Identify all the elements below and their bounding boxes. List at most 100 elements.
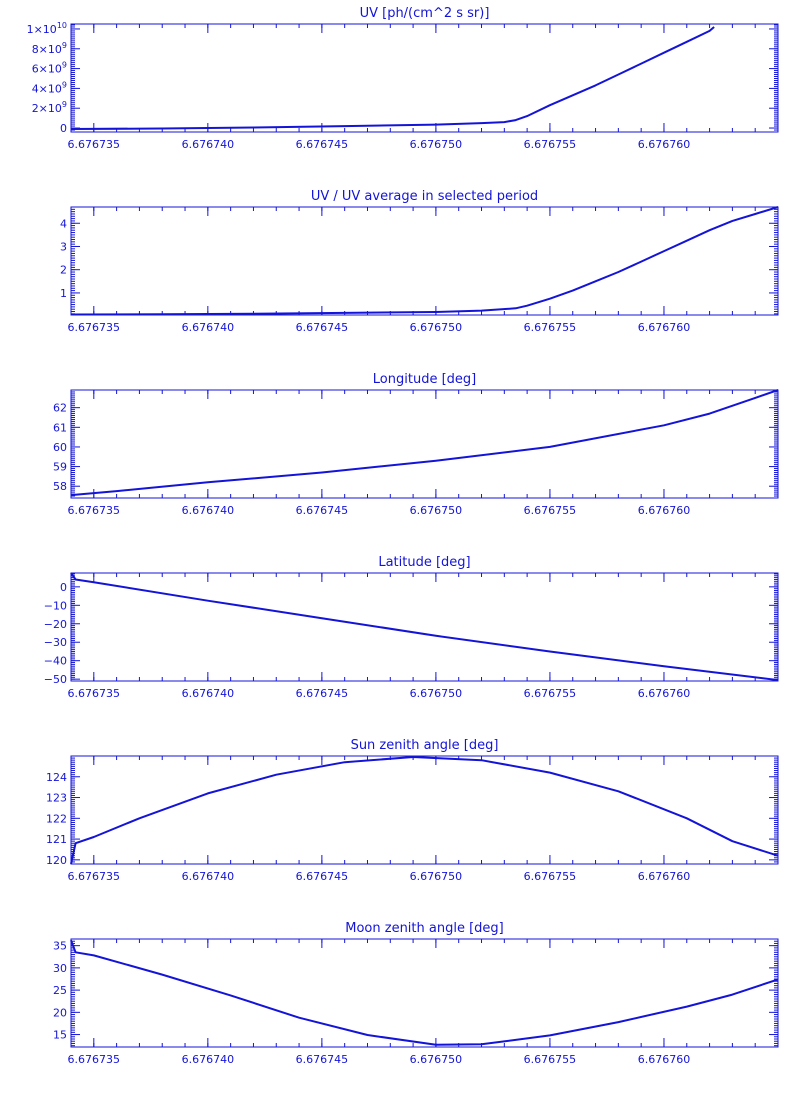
y-tick-label: 20 xyxy=(53,1006,67,1019)
x-tick-label: 6.676735 xyxy=(68,321,121,334)
y-tick-label-exponent: 9 xyxy=(62,61,67,70)
y-tick-label: 58 xyxy=(53,480,67,493)
y-tick-label-base: −10 xyxy=(44,599,67,612)
y-tick-label: −50 xyxy=(44,673,67,686)
x-tick-label: 6.676755 xyxy=(524,870,577,883)
y-tick-label: −40 xyxy=(44,655,67,668)
x-tick-label: 6.676760 xyxy=(638,321,691,334)
y-tick-label: 120 xyxy=(46,854,67,867)
y-tick-label: 61 xyxy=(53,421,67,434)
x-tick-label: 6.676750 xyxy=(410,138,463,151)
x-tick-label: 6.676745 xyxy=(296,870,349,883)
y-tick-label-base: 20 xyxy=(53,1006,67,1019)
panel-6: Moon zenith angle [deg] 6.676735 6.676740 6… xyxy=(53,921,779,1066)
x-tick-label: 6.676755 xyxy=(524,138,577,151)
y-tick-label-exponent: 9 xyxy=(62,41,67,50)
y-tick-label: 25 xyxy=(53,984,67,997)
panel-2: UV / UV average in selected period 6.6767… xyxy=(60,189,779,334)
plot-frame xyxy=(70,389,779,499)
y-tick-label: −30 xyxy=(44,636,67,649)
plot-frame xyxy=(70,23,779,133)
plot-frame xyxy=(70,206,779,316)
y-tick-label-exponent: 9 xyxy=(62,80,67,89)
plot-frame xyxy=(70,938,779,1048)
x-tick-label: 6.676760 xyxy=(638,138,691,151)
y-tick-label: 121 xyxy=(46,833,67,846)
y-tick-label: 0 xyxy=(60,122,67,135)
x-tick-label: 6.676755 xyxy=(524,321,577,334)
plot-frame xyxy=(70,572,779,682)
y-tick-label: 62 xyxy=(53,402,67,415)
y-tick-label: −20 xyxy=(44,618,67,631)
y-tick-label-base: 3 xyxy=(60,240,67,253)
panel-4: Latitude [deg] 6.676735 6.676740 6.676745 6.… xyxy=(44,555,779,700)
y-tick-label-base: 1×10 xyxy=(27,23,57,36)
y-tick-label-base: 60 xyxy=(53,441,67,454)
y-tick-label-base: 1 xyxy=(60,287,67,300)
x-tick-label: 6.676755 xyxy=(524,504,577,517)
panel-5: Sun zenith angle [deg] 6.676735 6.676740 6.… xyxy=(46,738,779,883)
y-tick-label-base: 8×10 xyxy=(32,43,62,56)
x-tick-label: 6.676745 xyxy=(296,138,349,151)
y-tick-label-exponent: 10 xyxy=(57,21,67,30)
y-tick-label-base: 58 xyxy=(53,480,67,493)
x-tick-label: 6.676760 xyxy=(638,870,691,883)
y-tick-label-base: −30 xyxy=(44,636,67,649)
series-line xyxy=(70,389,779,497)
panel-1: UV [ph/(cm^2 s sr)] 6.676735 6.676740 6.676… xyxy=(27,6,779,151)
panel-title: UV [ph/(cm^2 s sr)] xyxy=(360,6,490,21)
x-tick-label: 6.676750 xyxy=(410,321,463,334)
y-tick-label: 2 xyxy=(60,264,67,277)
y-tick-label: 15 xyxy=(53,1029,67,1042)
y-tick-label-base: 122 xyxy=(46,812,67,825)
y-tick-label: 122 xyxy=(46,812,67,825)
y-tick-label: 123 xyxy=(46,792,67,805)
x-tick-label: 6.676750 xyxy=(410,1053,463,1066)
panel-3: Longitude [deg] 6.676735 6.676740 6.676745 6… xyxy=(53,372,779,517)
x-tick-label: 6.676740 xyxy=(182,687,235,700)
x-tick-label: 6.676750 xyxy=(410,687,463,700)
y-tick-label-base: 15 xyxy=(53,1029,67,1042)
y-tick-label-base: 6×10 xyxy=(32,63,62,76)
y-tick-label: −10 xyxy=(44,599,67,612)
y-tick-label-base: 121 xyxy=(46,833,67,846)
y-tick-label-base: 61 xyxy=(53,421,67,434)
x-tick-label: 6.676750 xyxy=(410,504,463,517)
y-tick-label-base: −40 xyxy=(44,655,67,668)
plot-frame xyxy=(70,755,779,865)
y-tick-label: 4 xyxy=(60,217,67,230)
y-tick-label-base: 4 xyxy=(60,217,67,230)
y-tick-label: 2×109 xyxy=(32,100,67,115)
y-tick-label: 30 xyxy=(53,962,67,975)
y-tick-label-base: 62 xyxy=(53,402,67,415)
panel-title: Longitude [deg] xyxy=(373,372,476,387)
x-tick-label: 6.676745 xyxy=(296,1053,349,1066)
y-tick-label-base: −20 xyxy=(44,618,67,631)
series-line xyxy=(70,26,715,130)
y-tick-label: 124 xyxy=(46,771,67,784)
y-tick-label-base: 25 xyxy=(53,984,67,997)
panel-title: Moon zenith angle [deg] xyxy=(345,921,503,936)
y-tick-label-base: 35 xyxy=(53,940,67,953)
panel-title: Sun zenith angle [deg] xyxy=(351,738,499,753)
y-tick-label-base: 4×10 xyxy=(32,82,62,95)
series-line xyxy=(70,756,779,865)
y-tick-label-base: 59 xyxy=(53,461,67,474)
x-tick-label: 6.676740 xyxy=(182,138,235,151)
panel-title: Latitude [deg] xyxy=(378,555,470,570)
x-tick-label: 6.676745 xyxy=(296,687,349,700)
series-line xyxy=(70,939,779,1046)
series-line xyxy=(70,206,779,316)
y-tick-label-base: 2×10 xyxy=(32,102,62,115)
y-tick-label-base: 124 xyxy=(46,771,67,784)
y-tick-label: 0 xyxy=(60,581,67,594)
y-tick-label: 35 xyxy=(53,940,67,953)
x-tick-label: 6.676745 xyxy=(296,504,349,517)
x-tick-label: 6.676745 xyxy=(296,321,349,334)
x-tick-label: 6.676760 xyxy=(638,1053,691,1066)
y-tick-label-base: −50 xyxy=(44,673,67,686)
panel-title: UV / UV average in selected period xyxy=(311,189,538,204)
y-tick-label-base: 2 xyxy=(60,264,67,277)
x-tick-label: 6.676735 xyxy=(68,1053,121,1066)
